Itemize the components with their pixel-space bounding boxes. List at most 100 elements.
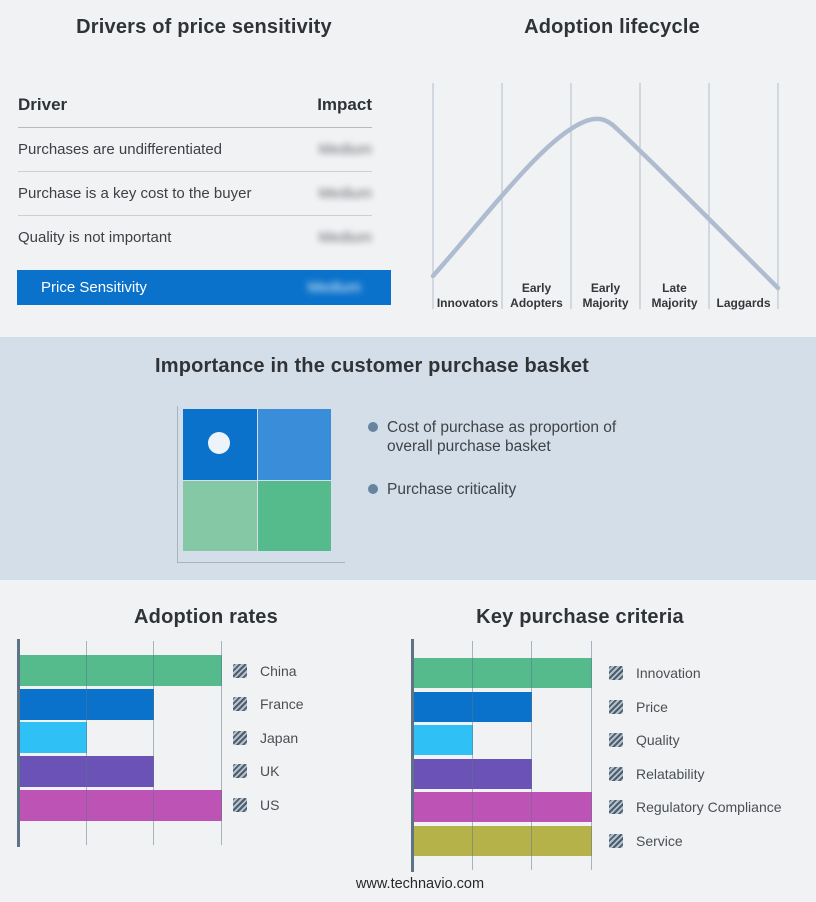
list-item: Cost of purchase as proportion of overal…	[368, 418, 645, 456]
legend-swatch-icon	[233, 730, 247, 745]
impact-cell: Medium	[318, 141, 372, 158]
legend-label: UK	[260, 763, 280, 780]
list-item: Purchase criticality	[368, 480, 645, 499]
bar-price	[413, 691, 533, 722]
drivers-panel-title: Drivers of price sensitivity	[76, 16, 332, 38]
bullet-icon	[368, 484, 378, 494]
legend-label: Quality	[636, 732, 680, 749]
matrix-quadrant-top-right	[257, 409, 331, 480]
importance-matrix	[183, 409, 331, 551]
legend-swatch-icon	[233, 697, 247, 712]
table-body: Purchases are undifferentiated Medium Purc…	[18, 128, 372, 259]
legend-label: US	[260, 797, 280, 814]
legend-swatch-icon	[609, 834, 623, 848]
lifecycle-stage-label: Laggards	[716, 295, 771, 310]
legend-item: Quality	[609, 732, 680, 749]
matrix-marker-dot	[208, 432, 230, 454]
bar-relatability	[413, 758, 533, 789]
lifecycle-chart: Innovators Early Adopters Early Majority La…	[420, 80, 792, 312]
gridline	[220, 641, 222, 845]
adoption-rates-legend: China France Japan UK US	[233, 641, 403, 845]
legend-item: Regulatory Compliance	[609, 799, 782, 816]
key-purchase-criteria-plot	[411, 639, 627, 872]
table-row: Quality is not important Medium	[18, 216, 372, 259]
matrix-quadrant-bottom-right	[257, 480, 331, 551]
legend-item: US	[233, 797, 280, 814]
table-header-row: Driver Impact	[18, 95, 372, 128]
bullet-text: Purchase criticality	[387, 481, 517, 498]
lifecycle-stage-label: Early Majority	[582, 281, 629, 310]
y-axis	[411, 639, 414, 872]
key-purchase-criteria-legend: Innovation Price Quality Relatability Regula…	[609, 641, 816, 870]
price-sensitivity-impact: Medium	[307, 279, 361, 296]
lifecycle-stage-label: Early Adopters	[510, 281, 563, 310]
lifecycle-stage-label: Innovators	[436, 295, 499, 310]
gridline	[471, 641, 473, 870]
adoption-rates-plot	[17, 639, 258, 847]
legend-swatch-icon	[609, 699, 623, 714]
legend-swatch-icon	[609, 666, 623, 680]
bar-regulatory-compliance	[413, 792, 593, 823]
bar-us	[19, 789, 222, 821]
bar-innovation	[413, 658, 593, 688]
bullet-text: Cost of purchase as proportion of overal…	[387, 419, 617, 455]
gridline	[531, 641, 533, 870]
matrix-quadrant-bottom-left	[183, 480, 257, 551]
bullet-icon	[368, 422, 378, 432]
lifecycle-stage-labels: Innovators Early Adopters Early Majority La…	[433, 274, 778, 310]
table-row: Purchases are undifferentiated Medium	[18, 128, 372, 172]
lifecycle-panel-title: Adoption lifecycle	[524, 16, 700, 38]
footer-url[interactable]: www.technavio.com	[355, 876, 485, 892]
lifecycle-stage-label: Late Majority	[651, 281, 698, 310]
legend-label: Innovation	[636, 665, 701, 681]
legend-swatch-icon	[233, 764, 247, 779]
bar-china	[19, 655, 222, 686]
legend-item: Price	[609, 698, 668, 715]
bell-curve	[430, 116, 781, 291]
purchase-basket-section: Importance in the customer purchase bask…	[0, 337, 816, 580]
impact-column-header: Impact	[317, 95, 372, 114]
legend-swatch-icon	[609, 766, 623, 781]
matrix-quadrant-top-left	[183, 409, 257, 480]
adoption-rates-title: Adoption rates	[134, 606, 278, 628]
legend-label: Japan	[260, 729, 299, 746]
price-sensitivity-row: Price Sensitivity Medium	[17, 270, 391, 305]
legend-item: China	[233, 662, 297, 679]
legend-item: Innovation	[609, 665, 701, 681]
legend-label: Relatability	[636, 765, 705, 782]
legend-label: Service	[636, 833, 683, 849]
legend-label: China	[260, 662, 297, 679]
lifecycle-curve-svg	[430, 83, 781, 309]
bar-uk	[19, 755, 154, 787]
purchase-basket-title: Importance in the customer purchase bask…	[154, 355, 590, 377]
legend-label: Price	[636, 698, 668, 715]
key-purchase-criteria-title: Key purchase criteria	[476, 606, 684, 628]
legend-swatch-icon	[233, 663, 247, 678]
legend-item: France	[233, 696, 304, 712]
legend-item: Relatability	[609, 765, 705, 782]
driver-cell: Purchases are undifferentiated	[18, 141, 223, 158]
table-row: Purchase is a key cost to the buyer Mediu…	[18, 172, 372, 216]
y-axis	[17, 639, 20, 847]
legend-swatch-icon	[233, 798, 247, 813]
drivers-table: Driver Impact Purchases are undifferenti…	[18, 95, 372, 259]
bar-japan	[19, 722, 87, 754]
bar-service	[413, 826, 593, 856]
legend-item: UK	[233, 763, 280, 780]
gridline	[591, 641, 593, 870]
driver-cell: Purchase is a key cost to the buyer	[18, 185, 252, 202]
legend-swatch-icon	[609, 733, 623, 748]
matrix-axis-horizontal	[177, 562, 345, 563]
basket-bullet-list: Cost of purchase as proportion of overal…	[368, 418, 645, 499]
gridline	[85, 641, 87, 845]
price-sensitivity-label: Price Sensitivity	[41, 279, 147, 296]
impact-cell: Medium	[318, 185, 372, 202]
legend-item: Japan	[233, 729, 299, 746]
legend-swatch-icon	[609, 800, 623, 815]
legend-item: Service	[609, 833, 683, 849]
driver-column-header: Driver	[18, 95, 68, 114]
matrix-axis-vertical	[177, 406, 178, 563]
bar-quality	[413, 725, 473, 756]
legend-label: Regulatory Compliance	[636, 799, 782, 816]
